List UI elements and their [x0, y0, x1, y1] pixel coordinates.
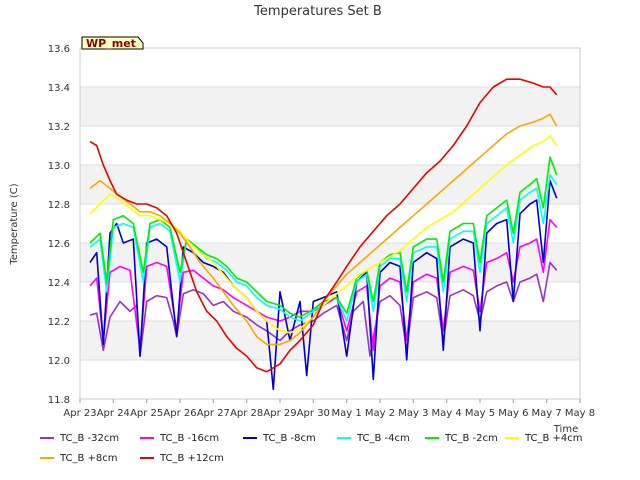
plot-band	[80, 243, 580, 282]
x-tick-label: May 5	[465, 408, 495, 419]
legend-label: TC_B -16cm	[159, 433, 219, 444]
series-line-tc-b-32cm	[89, 261, 558, 357]
legend-item-tc-b-4cm: TC_B +4cm	[505, 433, 583, 444]
series-line-tc-b-8cm	[89, 113, 558, 346]
series-line-tc-b-4cm	[89, 134, 558, 334]
legend-label: TC_B -32cm	[59, 433, 119, 444]
series-line-tc-b-16cm	[89, 218, 558, 352]
x-tick-label: Apr 26	[163, 408, 196, 419]
series-line-tc-b-12cm	[89, 78, 558, 373]
legend-item-tc-b-32cm: TC_B -32cm	[40, 433, 119, 444]
y-axis-label: Temperature (C)	[9, 183, 20, 265]
y-tick-label: 13.4	[48, 83, 70, 94]
legend-item-tc-b-8cm: TC_B -8cm	[243, 433, 316, 444]
x-tick-label: May 4	[432, 408, 462, 419]
y-tick-label: 12.0	[48, 356, 70, 367]
y-tick-label: 12.2	[48, 317, 70, 328]
series-layer	[89, 78, 558, 391]
legend-item-tc-b-2cm: TC_B -2cm	[425, 433, 498, 444]
legend-label: TC_B +8cm	[59, 453, 118, 464]
x-axis-label: Time	[553, 424, 578, 435]
y-tick-label: 12.6	[48, 239, 70, 250]
legend-item-tc-b-12cm: TC_B +12cm	[140, 453, 224, 464]
x-tick-label: May 8	[565, 408, 595, 419]
x-tick-label: Apr 28	[230, 408, 263, 419]
plot-band	[80, 87, 580, 126]
site-badge-label: WP_met	[86, 37, 136, 50]
plot-frame	[79, 47, 581, 400]
site-badge: WP_met	[81, 36, 144, 50]
x-tick-label: Apr 29	[263, 408, 296, 419]
y-tick-label: 13.0	[48, 161, 70, 172]
x-tick-label: Apr 24	[97, 408, 130, 419]
x-tick-label: May 7	[532, 408, 562, 419]
x-tick-label: Apr 30	[297, 408, 330, 419]
legend-label: TC_B +12cm	[159, 453, 224, 464]
y-axis-ticks: 11.8 12.0 12.2 12.4 12.6 12.8 13.0 13.2 13.4 13.6	[48, 44, 70, 406]
y-tick-label: 13.6	[48, 44, 70, 55]
legend-item-tc-b-8cm: TC_B +8cm	[40, 453, 118, 464]
plot-band	[80, 321, 580, 360]
legend-label: TC_B -2cm	[444, 433, 498, 444]
y-tick-label: 13.2	[48, 122, 70, 133]
x-tick-label: May 2	[365, 408, 395, 419]
legend-label: TC_B -8cm	[262, 433, 316, 444]
plot-bands	[80, 87, 580, 360]
y-tick-label: 12.4	[48, 278, 70, 289]
series-line-tc-b-2cm	[89, 156, 558, 318]
x-tick-label: May 6	[498, 408, 528, 419]
series-line-tc-b-8cm	[89, 179, 558, 391]
x-tick-label: May 1	[332, 408, 362, 419]
x-tick-label: Apr 25	[130, 408, 163, 419]
legend: TC_B -32cm TC_B -16cm TC_B -8cm TC_B -4cm TC…	[40, 433, 583, 464]
x-axis-ticks: Apr 23 Apr 24 Apr 25 Apr 26 Apr 27 Apr 28 Apr …	[63, 399, 595, 419]
x-tick-label: May 3	[398, 408, 428, 419]
x-tick-label: Apr 23	[63, 408, 96, 419]
legend-item-tc-b-16cm: TC_B -16cm	[140, 433, 219, 444]
legend-label: TC_B -4cm	[356, 433, 410, 444]
chart-title: Temperatures Set B	[253, 4, 382, 19]
plot-band	[80, 165, 580, 204]
legend-label: TC_B +4cm	[524, 433, 583, 444]
series-line-tc-b-4cm	[89, 174, 558, 322]
y-tick-label: 12.8	[48, 200, 70, 211]
legend-item-tc-b-4cm: TC_B -4cm	[337, 433, 410, 444]
x-tick-label: Apr 27	[197, 408, 230, 419]
y-tick-label: 11.8	[48, 395, 70, 406]
